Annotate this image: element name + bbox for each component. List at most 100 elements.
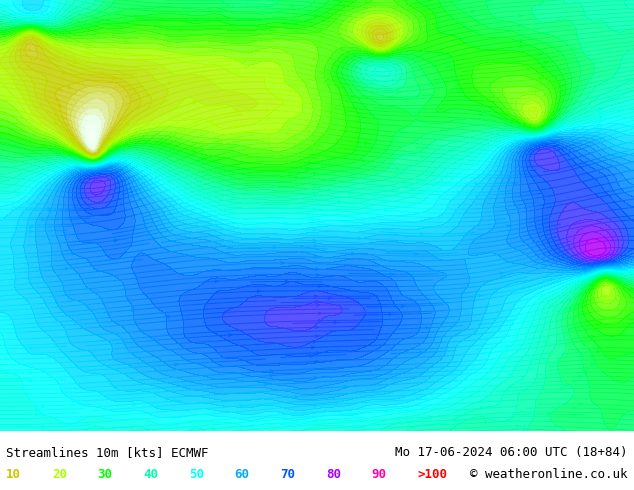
FancyArrowPatch shape [591, 363, 595, 366]
FancyArrowPatch shape [349, 191, 353, 194]
FancyArrowPatch shape [318, 319, 322, 322]
FancyArrowPatch shape [536, 101, 540, 104]
FancyArrowPatch shape [573, 379, 576, 382]
FancyArrowPatch shape [280, 154, 283, 157]
FancyArrowPatch shape [520, 45, 524, 48]
FancyArrowPatch shape [270, 369, 273, 372]
FancyArrowPatch shape [454, 418, 458, 421]
FancyArrowPatch shape [567, 383, 571, 386]
FancyArrowPatch shape [538, 53, 542, 56]
FancyArrowPatch shape [540, 77, 543, 80]
FancyArrowPatch shape [352, 252, 355, 255]
FancyArrowPatch shape [313, 57, 317, 60]
FancyArrowPatch shape [313, 245, 317, 247]
FancyArrowPatch shape [113, 77, 116, 80]
FancyArrowPatch shape [283, 417, 287, 420]
FancyArrowPatch shape [366, 1, 370, 4]
FancyArrowPatch shape [597, 346, 600, 349]
FancyArrowPatch shape [337, 32, 342, 34]
FancyArrowPatch shape [295, 90, 299, 93]
Text: Streamlines 10m [kts] ECMWF: Streamlines 10m [kts] ECMWF [6, 446, 209, 459]
FancyArrowPatch shape [523, 428, 526, 431]
FancyArrowPatch shape [315, 326, 319, 329]
FancyArrowPatch shape [168, 82, 172, 85]
FancyArrowPatch shape [243, 59, 247, 62]
FancyArrowPatch shape [592, 297, 596, 300]
FancyArrowPatch shape [480, 407, 484, 410]
FancyArrowPatch shape [198, 45, 202, 48]
FancyArrowPatch shape [306, 213, 310, 215]
Text: 80: 80 [326, 468, 341, 481]
FancyArrowPatch shape [146, 94, 151, 97]
FancyArrowPatch shape [68, 86, 72, 89]
FancyArrowPatch shape [41, 405, 45, 407]
FancyArrowPatch shape [65, 268, 69, 270]
FancyArrowPatch shape [285, 280, 289, 283]
FancyArrowPatch shape [396, 91, 400, 94]
FancyArrowPatch shape [114, 239, 118, 242]
FancyArrowPatch shape [56, 98, 60, 100]
FancyArrowPatch shape [585, 367, 588, 370]
FancyArrowPatch shape [457, 191, 461, 194]
FancyArrowPatch shape [471, 10, 475, 13]
FancyArrowPatch shape [268, 142, 271, 145]
FancyArrowPatch shape [193, 101, 197, 104]
FancyArrowPatch shape [314, 256, 318, 259]
FancyArrowPatch shape [175, 363, 179, 366]
FancyArrowPatch shape [310, 355, 314, 358]
FancyArrowPatch shape [218, 140, 222, 143]
FancyArrowPatch shape [505, 345, 509, 348]
FancyArrowPatch shape [361, 159, 365, 162]
FancyArrowPatch shape [306, 167, 310, 170]
FancyArrowPatch shape [83, 42, 87, 45]
FancyArrowPatch shape [318, 285, 322, 288]
FancyArrowPatch shape [585, 371, 588, 374]
FancyArrowPatch shape [579, 375, 583, 378]
FancyArrowPatch shape [390, 273, 394, 275]
FancyArrowPatch shape [479, 113, 483, 116]
FancyArrowPatch shape [385, 209, 389, 212]
FancyArrowPatch shape [206, 0, 210, 1]
FancyArrowPatch shape [29, 371, 33, 374]
FancyArrowPatch shape [316, 351, 320, 354]
FancyArrowPatch shape [284, 221, 288, 224]
FancyArrowPatch shape [310, 148, 314, 150]
Text: 70: 70 [280, 468, 295, 481]
FancyArrowPatch shape [535, 90, 539, 93]
FancyArrowPatch shape [527, 68, 531, 71]
FancyArrowPatch shape [27, 155, 31, 157]
FancyArrowPatch shape [516, 425, 520, 427]
FancyArrowPatch shape [390, 96, 394, 99]
FancyArrowPatch shape [545, 61, 548, 64]
FancyArrowPatch shape [599, 137, 604, 140]
FancyArrowPatch shape [72, 252, 75, 255]
FancyArrowPatch shape [429, 416, 432, 418]
FancyArrowPatch shape [318, 45, 321, 48]
FancyArrowPatch shape [266, 109, 269, 112]
FancyArrowPatch shape [358, 237, 362, 240]
FancyArrowPatch shape [42, 145, 45, 147]
FancyArrowPatch shape [340, 48, 343, 50]
FancyArrowPatch shape [195, 19, 198, 22]
FancyArrowPatch shape [316, 273, 320, 276]
FancyArrowPatch shape [597, 350, 600, 353]
FancyArrowPatch shape [53, 122, 56, 124]
FancyArrowPatch shape [507, 319, 510, 322]
FancyArrowPatch shape [345, 130, 349, 132]
FancyArrowPatch shape [179, 29, 183, 31]
FancyArrowPatch shape [314, 74, 318, 77]
FancyArrowPatch shape [313, 193, 316, 196]
FancyArrowPatch shape [313, 218, 316, 221]
FancyArrowPatch shape [343, 4, 347, 7]
FancyArrowPatch shape [29, 346, 33, 349]
FancyArrowPatch shape [264, 383, 268, 386]
FancyArrowPatch shape [573, 407, 576, 410]
FancyArrowPatch shape [479, 294, 482, 297]
FancyArrowPatch shape [302, 101, 306, 104]
FancyArrowPatch shape [133, 403, 136, 406]
FancyArrowPatch shape [313, 208, 316, 211]
FancyArrowPatch shape [307, 130, 311, 133]
FancyArrowPatch shape [75, 129, 79, 132]
FancyArrowPatch shape [311, 140, 315, 142]
FancyArrowPatch shape [311, 64, 314, 67]
